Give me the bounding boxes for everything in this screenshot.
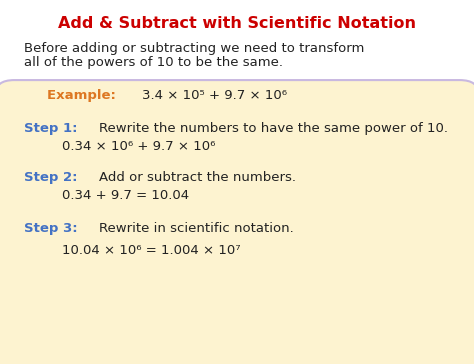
- Text: 0.34 + 9.7 = 10.04: 0.34 + 9.7 = 10.04: [62, 189, 189, 202]
- Text: 10.04 × 10⁶ = 1.004 × 10⁷: 10.04 × 10⁶ = 1.004 × 10⁷: [62, 244, 240, 257]
- FancyBboxPatch shape: [0, 80, 474, 364]
- Text: 3.4 × 10⁵ + 9.7 × 10⁶: 3.4 × 10⁵ + 9.7 × 10⁶: [142, 89, 287, 102]
- Text: Rewrite the numbers to have the same power of 10.: Rewrite the numbers to have the same pow…: [99, 122, 448, 135]
- Text: Add or subtract the numbers.: Add or subtract the numbers.: [99, 171, 296, 184]
- Text: all of the powers of 10 to be the same.: all of the powers of 10 to be the same.: [24, 56, 283, 70]
- Text: Example:: Example:: [47, 89, 121, 102]
- Text: Step 3:: Step 3:: [24, 222, 82, 235]
- Text: 0.34 × 10⁶ + 9.7 × 10⁶: 0.34 × 10⁶ + 9.7 × 10⁶: [62, 140, 215, 153]
- Text: Step 1:: Step 1:: [24, 122, 82, 135]
- Text: Rewrite in scientific notation.: Rewrite in scientific notation.: [99, 222, 293, 235]
- Text: Add & Subtract with Scientific Notation: Add & Subtract with Scientific Notation: [58, 16, 416, 31]
- Text: Step 2:: Step 2:: [24, 171, 82, 184]
- Text: Before adding or subtracting we need to transform: Before adding or subtracting we need to …: [24, 42, 364, 55]
